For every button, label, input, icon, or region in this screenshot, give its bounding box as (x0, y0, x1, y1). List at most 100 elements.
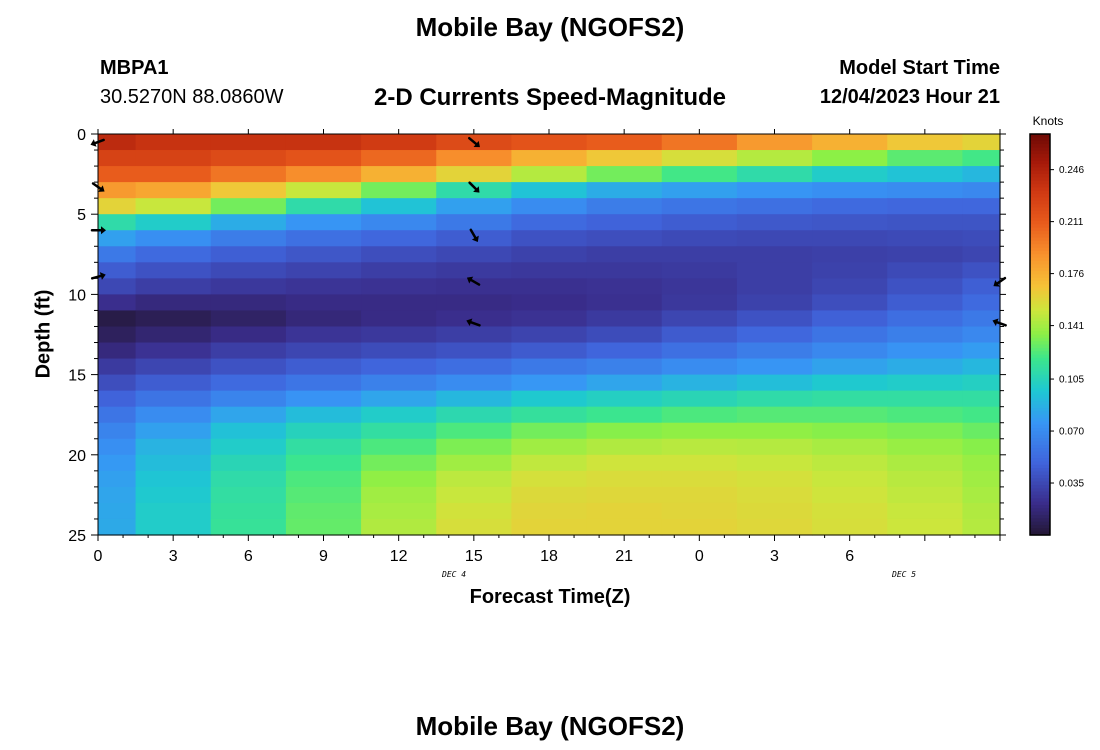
heatmap-cell (210, 454, 287, 472)
colorbar-tick-label: 0.105 (1059, 375, 1084, 386)
heatmap-cell (812, 214, 888, 231)
x-tick-label: 12 (390, 548, 408, 565)
heatmap-cell (98, 294, 137, 312)
heatmap-cell (962, 518, 1001, 536)
colorbar-tick-label: 0.070 (1059, 427, 1084, 438)
heatmap-cell (436, 374, 513, 392)
heatmap-cell (661, 198, 738, 215)
heatmap-cell (812, 390, 888, 408)
heatmap-cell (135, 278, 212, 295)
heatmap-cell (361, 422, 437, 440)
heatmap-cell (812, 342, 888, 360)
heatmap-cell (661, 454, 738, 472)
heatmap-cell (285, 166, 362, 183)
heatmap-cell (511, 502, 588, 520)
heatmap-cell (962, 358, 1001, 376)
heatmap-cell (210, 198, 287, 215)
heatmap-cell (736, 198, 813, 215)
heatmap-cell (361, 470, 437, 488)
heatmap-cell (511, 518, 588, 536)
heatmap-cell (661, 182, 738, 199)
heatmap-cell (962, 342, 1001, 360)
heatmap-cell (135, 470, 212, 488)
heatmap-cell (285, 198, 362, 215)
y-tick-label: 15 (68, 368, 86, 385)
heatmap-cell (661, 166, 738, 183)
heatmap-cell (285, 150, 362, 167)
colorbar-tick-label: 0.176 (1059, 269, 1084, 280)
heatmap-cell (135, 374, 212, 392)
heatmap-cell (962, 150, 1001, 167)
colorbar-title: Knots (1033, 114, 1064, 128)
heatmap-cell (285, 326, 362, 344)
heatmap-cell (812, 406, 888, 424)
heatmap-cell (962, 470, 1001, 488)
heatmap-cell (135, 358, 212, 376)
heatmap-cell (736, 134, 813, 151)
heatmap-cell (361, 502, 437, 520)
heatmap-cell (511, 214, 588, 231)
heatmap-cell (661, 518, 738, 536)
heatmap-cell (736, 390, 813, 408)
heatmap-cell (661, 278, 738, 295)
direction-arrow (90, 272, 106, 280)
heatmap-cell (661, 134, 738, 151)
heatmap-cell (887, 374, 964, 392)
heatmap-cell (887, 326, 964, 344)
heatmap-cell (812, 310, 888, 328)
heatmap-cell (285, 422, 362, 440)
heatmap-cell (962, 422, 1001, 440)
heatmap-cell (962, 502, 1001, 520)
heatmap-cell (586, 230, 663, 247)
heatmap-cell (436, 390, 513, 408)
heatmap-cell (661, 470, 738, 488)
heatmap-cell (661, 422, 738, 440)
heatmap-cell (210, 182, 287, 199)
colorbar-tick-label: 0.035 (1059, 479, 1084, 490)
heatmap-cell (98, 166, 137, 183)
heatmap-cell (210, 150, 287, 167)
heatmap-cell (285, 486, 362, 504)
heatmap-cell (736, 214, 813, 231)
heatmap-cell (887, 358, 964, 376)
heatmap-cell (586, 150, 663, 167)
heatmap-cell (812, 278, 888, 295)
heatmap-cell (736, 166, 813, 183)
heatmap-cell (361, 310, 437, 328)
heatmap-cell (285, 470, 362, 488)
heatmap-cell (962, 230, 1001, 247)
direction-arrow (466, 276, 481, 286)
model-start-label: Model Start Time (839, 57, 1000, 79)
direction-arrow (90, 226, 106, 235)
heatmap-cell (436, 310, 513, 328)
heatmap-cell (210, 166, 287, 183)
heatmap-cell (887, 470, 964, 488)
x-tick-label: 18 (540, 548, 558, 565)
x-tick-label: 0 (695, 548, 704, 565)
heatmap-cell (586, 342, 663, 360)
direction-arrow (468, 181, 480, 193)
heatmap-cell (436, 406, 513, 424)
heatmap-cell (586, 294, 663, 312)
heatmap-cell (586, 454, 663, 472)
direction-arrow (91, 182, 105, 192)
heatmap-cell (661, 358, 738, 376)
heatmap-cell (586, 166, 663, 183)
heatmap-cell (511, 262, 588, 279)
heatmap-cell (887, 278, 964, 295)
heatmap-cell (962, 438, 1001, 456)
heatmap-cell (586, 262, 663, 279)
heatmap-cell (135, 342, 212, 360)
heatmap-cell (661, 246, 738, 263)
day-label-dec5: DEC 5 (892, 570, 917, 579)
heatmap-cell (887, 182, 964, 199)
direction-arrows (90, 136, 1007, 327)
heatmap-cell (812, 438, 888, 456)
heatmap-cell (736, 406, 813, 424)
heatmap-cell (736, 502, 813, 520)
heatmap-cell (511, 454, 588, 472)
heatmap-cell (361, 150, 437, 167)
heatmap-cell (661, 406, 738, 424)
heatmap-cell (210, 326, 287, 344)
heatmap-cell (511, 406, 588, 424)
